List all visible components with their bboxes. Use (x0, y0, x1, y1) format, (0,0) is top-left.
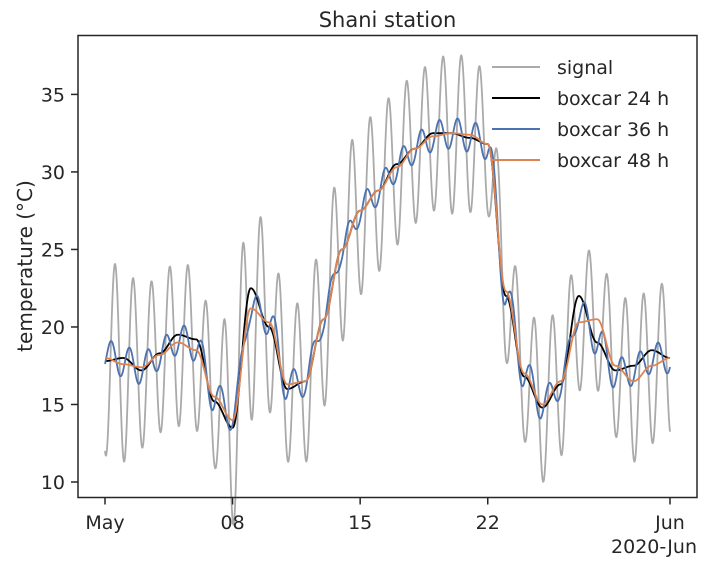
y-tick-label: 35 (41, 84, 65, 106)
series-line-boxcar-48-h (104, 132, 671, 421)
y-tick-label: 15 (41, 394, 65, 416)
y-tick-label: 25 (41, 239, 65, 261)
x-axis: May 08 15 22 Jun (85, 497, 685, 534)
y-tick-label: 10 (41, 472, 65, 494)
y-axis: 10 15 20 25 30 35 (41, 84, 78, 494)
x-tick-label: Jun (654, 512, 685, 534)
legend-label-boxcar-24-h: boxcar 24 h (557, 88, 669, 110)
y-axis-label: temperature (°C) (13, 180, 37, 352)
legend-label-signal: signal (557, 57, 613, 79)
series-layer (104, 54, 671, 526)
x-offset-label: 2020-Jun (611, 536, 697, 558)
legend-label-boxcar-36-h: boxcar 36 h (557, 119, 669, 141)
legend-label-boxcar-48-h: boxcar 48 h (557, 150, 669, 172)
plot-area (77, 34, 698, 499)
x-tick-label: 08 (220, 512, 244, 534)
series-line-boxcar-36-h (104, 117, 671, 431)
y-tick-label: 30 (41, 162, 65, 184)
chart-title: Shani station (319, 8, 457, 32)
series-line-signal (104, 54, 671, 526)
x-tick-label: 15 (348, 512, 372, 534)
x-tick-label: May (85, 512, 124, 534)
y-tick-label: 20 (41, 317, 65, 339)
legend: signal boxcar 24 h boxcar 36 h boxcar 48 h (492, 57, 669, 172)
x-tick-label: 22 (476, 512, 500, 534)
